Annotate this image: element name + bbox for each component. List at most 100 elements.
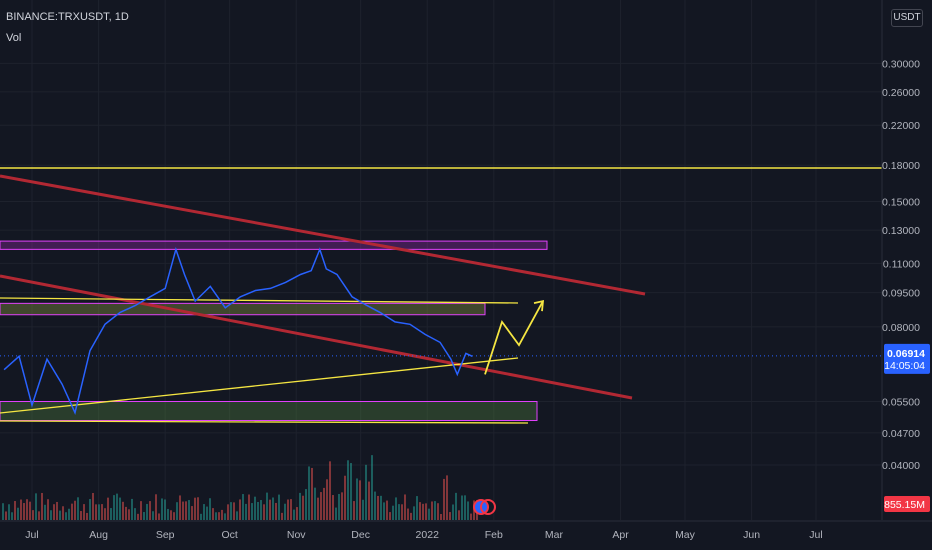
time-tick-label: Jul: [25, 529, 38, 541]
price-tick-label: 0.04700: [882, 428, 920, 440]
volume-bar: [245, 503, 247, 520]
volume-bar: [44, 504, 46, 520]
volume-bar: [362, 499, 364, 520]
volume-bar: [161, 498, 163, 520]
volume-bar: [47, 499, 49, 520]
price-tick-label: 0.09500: [882, 288, 920, 300]
volume-badge: [884, 496, 930, 512]
volume-bar: [302, 495, 304, 520]
zone-box: [0, 400, 538, 421]
price-axis-background: [882, 0, 932, 550]
volume-bar: [176, 502, 178, 520]
volume-bar: [149, 501, 151, 520]
volume-bar: [389, 512, 391, 520]
volume-bar: [368, 481, 370, 520]
volume-bar: [41, 492, 43, 520]
volume-bar: [326, 479, 328, 520]
volume-bar: [356, 478, 358, 520]
volume-bar: [425, 503, 427, 520]
volume-bar: [347, 460, 349, 520]
volume-bar: [215, 512, 217, 520]
volume-bar: [53, 504, 55, 520]
volume-bar: [182, 501, 184, 520]
volume-bar: [134, 508, 136, 520]
volume-bar: [152, 511, 154, 520]
volume-bar: [317, 497, 319, 520]
currency-label[interactable]: USDT: [891, 9, 923, 27]
volume-bar: [188, 500, 190, 520]
volume-bar: [281, 512, 283, 520]
price-tick-label: 0.05500: [882, 396, 920, 408]
volume-bar: [335, 507, 337, 520]
volume-bar: [179, 495, 181, 520]
volume-bar: [26, 499, 28, 520]
volume-bar: [5, 511, 7, 520]
volume-bar: [71, 503, 73, 520]
volume-bar: [116, 493, 118, 520]
price-axis[interactable]: 0.30000 0.26000 0.22000 0.18000 0.15000 0.130…: [881, 0, 932, 550]
price-tick-label: 0.13000: [882, 225, 920, 237]
volume-bar: [320, 492, 322, 520]
projection-arrow: [473, 299, 545, 515]
time-axis-background: [0, 521, 882, 550]
volume-bar: [443, 478, 445, 520]
price-tick-label: 0.30000: [882, 58, 920, 70]
volume-bar: [350, 463, 352, 520]
volume-bar: [248, 494, 250, 520]
rising-support-line: [0, 357, 519, 414]
volume-bar: [11, 512, 13, 520]
volume-bar: [194, 497, 196, 520]
time-tick-label: Apr: [612, 529, 629, 541]
volume-bar: [122, 501, 124, 520]
time-axis[interactable]: Jul Aug Sep Oct Nov Dec 2022 Feb Mar Apr May Jun Jul: [0, 520, 932, 550]
volume-bar: [299, 492, 301, 520]
volume-indicator-label[interactable]: Vol: [6, 32, 22, 44]
volume-bar: [413, 506, 415, 520]
volume-bar: [470, 513, 472, 520]
volume-bar: [14, 501, 16, 520]
volume-bar: [20, 499, 22, 520]
volume-bar: [269, 499, 271, 520]
time-tick-label: May: [675, 529, 696, 541]
volume-bar: [275, 502, 277, 520]
volume-bar: [437, 503, 439, 520]
volume-bar: [446, 475, 448, 520]
volume-bar: [287, 499, 289, 520]
volume-bar: [434, 501, 436, 520]
volume-bar: [314, 487, 316, 520]
volume-bar: [200, 513, 202, 520]
volume-bar: [416, 496, 418, 520]
volume-bar: [341, 492, 343, 520]
volume-bar: [464, 495, 466, 520]
volume-bar: [158, 513, 160, 520]
volume-bar: [212, 508, 214, 520]
volume-bar: [56, 501, 58, 520]
symbol-title: BINANCE:TRXUSDT, 1D: [6, 11, 129, 23]
volume-bar: [32, 510, 34, 520]
volume-bar: [50, 510, 52, 520]
volume-bar: [17, 507, 19, 520]
volume-bar: [419, 502, 421, 520]
volume-bar: [95, 504, 97, 520]
volume-bar: [164, 499, 166, 520]
volume-bar: [404, 494, 406, 520]
volume-bar: [251, 503, 253, 520]
time-tick-label: Dec: [351, 529, 370, 541]
volume-bar: [167, 508, 169, 520]
volume-bar: [467, 501, 469, 520]
volume-bar: [449, 512, 451, 520]
volume-bar: [80, 511, 82, 520]
volume-bar: [395, 497, 397, 520]
volume-bar: [131, 498, 133, 520]
volume-bar: [383, 502, 385, 520]
volume-bar: [365, 464, 367, 520]
volume-bar: [218, 512, 220, 520]
volume-bar: [410, 512, 412, 520]
volume-bar: [278, 494, 280, 520]
volume-bar: [170, 510, 172, 520]
volume-bar: [284, 503, 286, 520]
volume-bar: [206, 506, 208, 520]
volume-bar: [35, 493, 37, 520]
